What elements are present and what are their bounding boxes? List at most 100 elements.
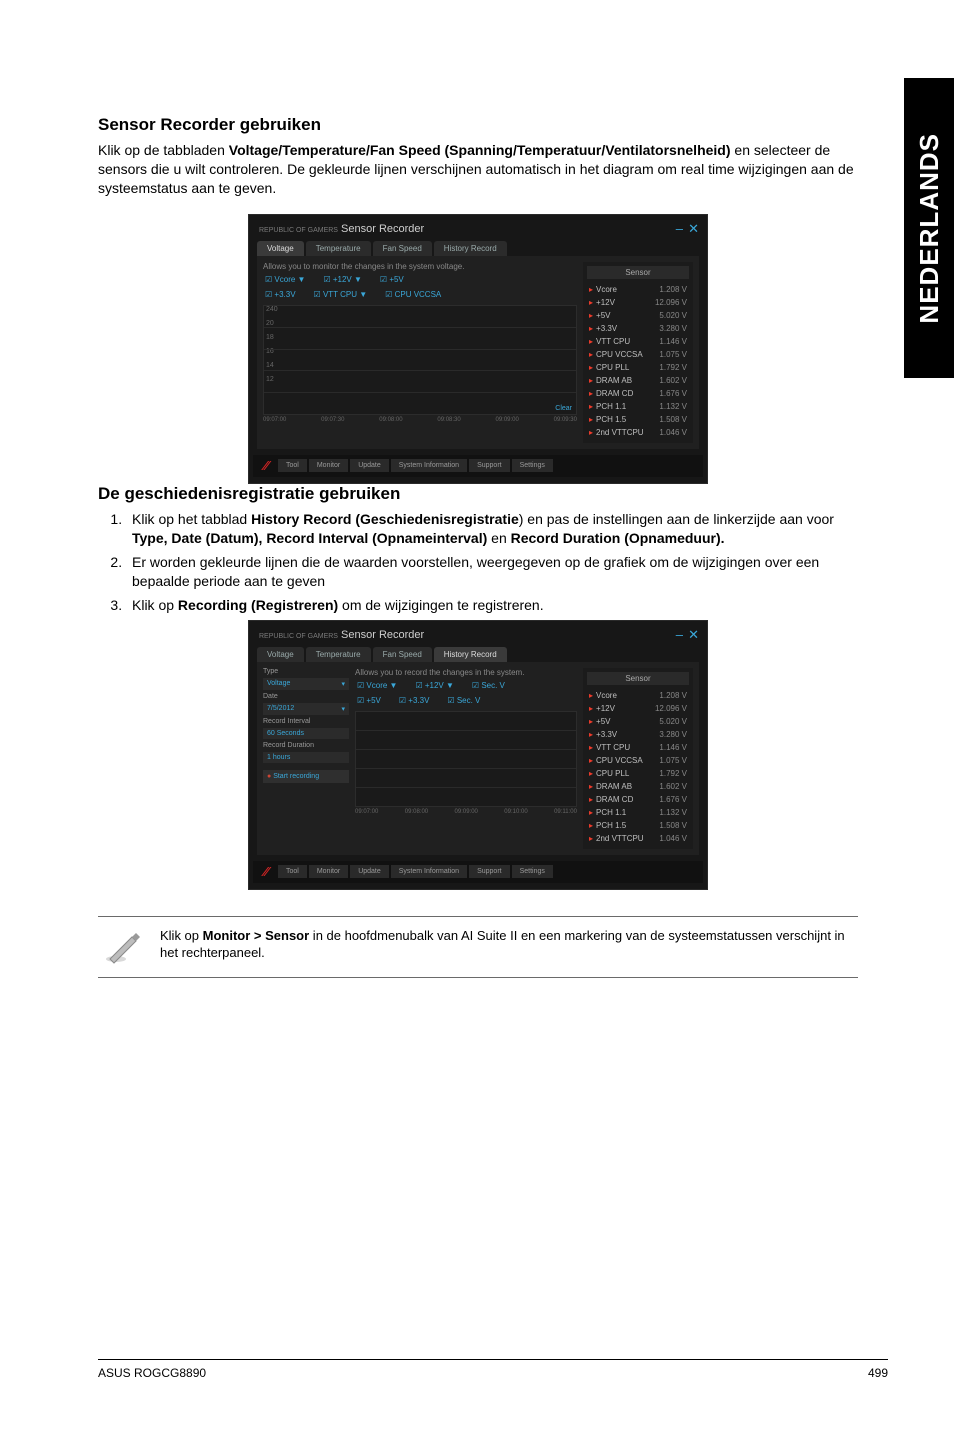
- type-select[interactable]: Voltage▾: [263, 678, 349, 690]
- footer-sysinfo[interactable]: System Information: [391, 459, 467, 472]
- tab-temperature[interactable]: Temperature: [306, 647, 371, 662]
- panel-center: Allows you to record the changes in the …: [355, 668, 577, 849]
- sensor-list: Sensor ▸Vcore1.208 V▸+12V12.096 V▸+5V5.0…: [583, 668, 693, 849]
- app-tabs: Voltage Temperature Fan Speed History Re…: [257, 241, 699, 256]
- sensor-row: ▸CPU VCCSA1.075 V: [587, 348, 689, 361]
- tab-temperature[interactable]: Temperature: [306, 241, 371, 256]
- text-bold: Voltage/Temperature/Fan Speed (Spanning/…: [229, 142, 731, 158]
- text: Er worden gekleurde lijnen die de waarde…: [132, 554, 819, 590]
- tab-voltage[interactable]: Voltage: [257, 647, 304, 662]
- check-12v[interactable]: +12V ▼: [323, 275, 361, 284]
- sensor-row: ▸2nd VTTCPU1.046 V: [587, 832, 689, 845]
- footer-support[interactable]: Support: [469, 459, 510, 472]
- tab-history[interactable]: History Record: [434, 647, 507, 662]
- chk[interactable]: Sec. V: [472, 681, 505, 690]
- tab-voltage[interactable]: Voltage: [257, 241, 304, 256]
- text: Klik op de tabbladen: [98, 142, 229, 158]
- minimize-icon[interactable]: –: [676, 221, 683, 236]
- date-label: Date: [263, 693, 349, 700]
- check-vttcpu[interactable]: VTT CPU ▼: [314, 290, 368, 299]
- tab-fanspeed[interactable]: Fan Speed: [373, 647, 432, 662]
- section1-title: Sensor Recorder gebruiken: [98, 115, 858, 135]
- text: ) en pas de instellingen aan de linkerzi…: [519, 511, 834, 527]
- sensor-row: ▸DRAM AB1.602 V: [587, 374, 689, 387]
- close-icon[interactable]: ✕: [688, 221, 699, 237]
- text: Klik op: [160, 928, 203, 943]
- x-timestamps: 09:07:0009:08:0009:09:0009:10:0009:11:00: [355, 809, 577, 815]
- footer-monitor[interactable]: Monitor: [309, 865, 348, 878]
- footer-update[interactable]: Update: [350, 459, 389, 472]
- sensor-recorder-app-voltage: – ✕ REPUBLIC OF GAMERS Sensor Recorder V…: [248, 214, 708, 484]
- check-vccsa[interactable]: CPU VCCSA: [385, 290, 441, 299]
- sensor-checks-row1: Vcore ▼ +12V ▼ +5V: [265, 275, 577, 284]
- minimize-icon[interactable]: –: [676, 627, 683, 642]
- sensor-row: ▸PCH 1.11.132 V: [587, 400, 689, 413]
- rog-logo-icon: ⁄⁄: [256, 864, 276, 880]
- interval-label: Record Interval: [263, 718, 349, 725]
- footer-settings[interactable]: Settings: [512, 865, 553, 878]
- text: en: [487, 530, 510, 546]
- sensor-row: ▸PCH 1.51.508 V: [587, 819, 689, 832]
- sensor-checks-row2: +3.3V VTT CPU ▼ CPU VCCSA: [265, 290, 577, 299]
- footer-settings[interactable]: Settings: [512, 459, 553, 472]
- sensor-row: ▸2nd VTTCPU1.046 V: [587, 426, 689, 439]
- y-tick: 20: [266, 320, 274, 327]
- y-tick: 18: [266, 334, 274, 341]
- chk[interactable]: +3.3V: [399, 696, 430, 705]
- start-recording-button[interactable]: Start recording: [263, 770, 349, 783]
- note-text: Klik op Monitor > Sensor in de hoofdmenu…: [160, 927, 854, 962]
- duration-label: Record Duration: [263, 742, 349, 749]
- chk[interactable]: +12V ▼: [415, 681, 453, 690]
- sensor-row: ▸Vcore1.208 V: [587, 689, 689, 702]
- interval-select[interactable]: 60 Seconds: [263, 728, 349, 739]
- sensor-row: ▸CPU VCCSA1.075 V: [587, 754, 689, 767]
- page-footer: ASUS ROGCG8890 499: [98, 1359, 888, 1380]
- y-tick: 12: [266, 376, 274, 383]
- sensor-row: ▸PCH 1.11.132 V: [587, 806, 689, 819]
- footer-update[interactable]: Update: [350, 865, 389, 878]
- language-side-tab: NEDERLANDS: [904, 78, 954, 378]
- pencil-icon: [102, 927, 142, 967]
- clear-button[interactable]: Clear: [555, 405, 572, 412]
- step-2: Er worden gekleurde lijnen die de waarde…: [126, 553, 858, 592]
- sensor-row: ▸+3.3V3.280 V: [587, 322, 689, 335]
- sensor-row: ▸+5V5.020 V: [587, 309, 689, 322]
- chk[interactable]: Vcore ▼: [357, 681, 397, 690]
- steps-list: Klik op het tabblad History Record (Gesc…: [126, 510, 858, 616]
- check-vcore[interactable]: Vcore ▼: [265, 275, 305, 284]
- footer-left: ASUS ROGCG8890: [98, 1366, 206, 1380]
- check-5v[interactable]: +5V: [380, 275, 404, 284]
- app-panel: Type Voltage▾ Date 7/5/2012▾ Record Inte…: [257, 662, 699, 855]
- footer-page-number: 499: [868, 1366, 888, 1380]
- hint-text: Allows you to record the changes in the …: [355, 668, 577, 677]
- duration-select[interactable]: 1 hours: [263, 752, 349, 763]
- close-icon[interactable]: ✕: [688, 627, 699, 643]
- y-tick: 240: [266, 306, 278, 313]
- text-bold: Recording (Registreren): [178, 597, 338, 613]
- date-select[interactable]: 7/5/2012▾: [263, 703, 349, 715]
- tab-history[interactable]: History Record: [434, 241, 507, 256]
- app-footer: ⁄⁄ Tool Monitor Update System Informatio…: [253, 861, 703, 883]
- sensor-row: ▸+12V12.096 V: [587, 702, 689, 715]
- footer-tool[interactable]: Tool: [278, 459, 307, 472]
- sensor-list-header: Sensor: [587, 672, 689, 685]
- sensor-row: ▸+5V5.020 V: [587, 715, 689, 728]
- rog-logo-icon: ⁄⁄: [256, 458, 276, 474]
- hint-text: Allows you to monitor the changes in the…: [263, 262, 577, 271]
- step-3: Klik op Recording (Registreren) om de wi…: [126, 596, 858, 616]
- sensor-list: Sensor ▸Vcore1.208 V▸+12V12.096 V▸+5V5.0…: [583, 262, 693, 443]
- footer-tool[interactable]: Tool: [278, 865, 307, 878]
- app-tabs: Voltage Temperature Fan Speed History Re…: [257, 647, 699, 662]
- chk[interactable]: +5V: [357, 696, 381, 705]
- check-33v[interactable]: +3.3V: [265, 290, 296, 299]
- chk[interactable]: Sec. V: [447, 696, 480, 705]
- history-chart: [355, 711, 577, 807]
- footer-monitor[interactable]: Monitor: [309, 459, 348, 472]
- history-checks: Vcore ▼ +12V ▼ Sec. V: [357, 681, 577, 690]
- footer-support[interactable]: Support: [469, 865, 510, 878]
- sensor-row: ▸DRAM CD1.676 V: [587, 387, 689, 400]
- text-bold: Type, Date (Datum), Record Interval (Opn…: [132, 530, 487, 546]
- tab-fanspeed[interactable]: Fan Speed: [373, 241, 432, 256]
- app-titlebar: REPUBLIC OF GAMERS Sensor Recorder: [253, 219, 703, 239]
- footer-sysinfo[interactable]: System Information: [391, 865, 467, 878]
